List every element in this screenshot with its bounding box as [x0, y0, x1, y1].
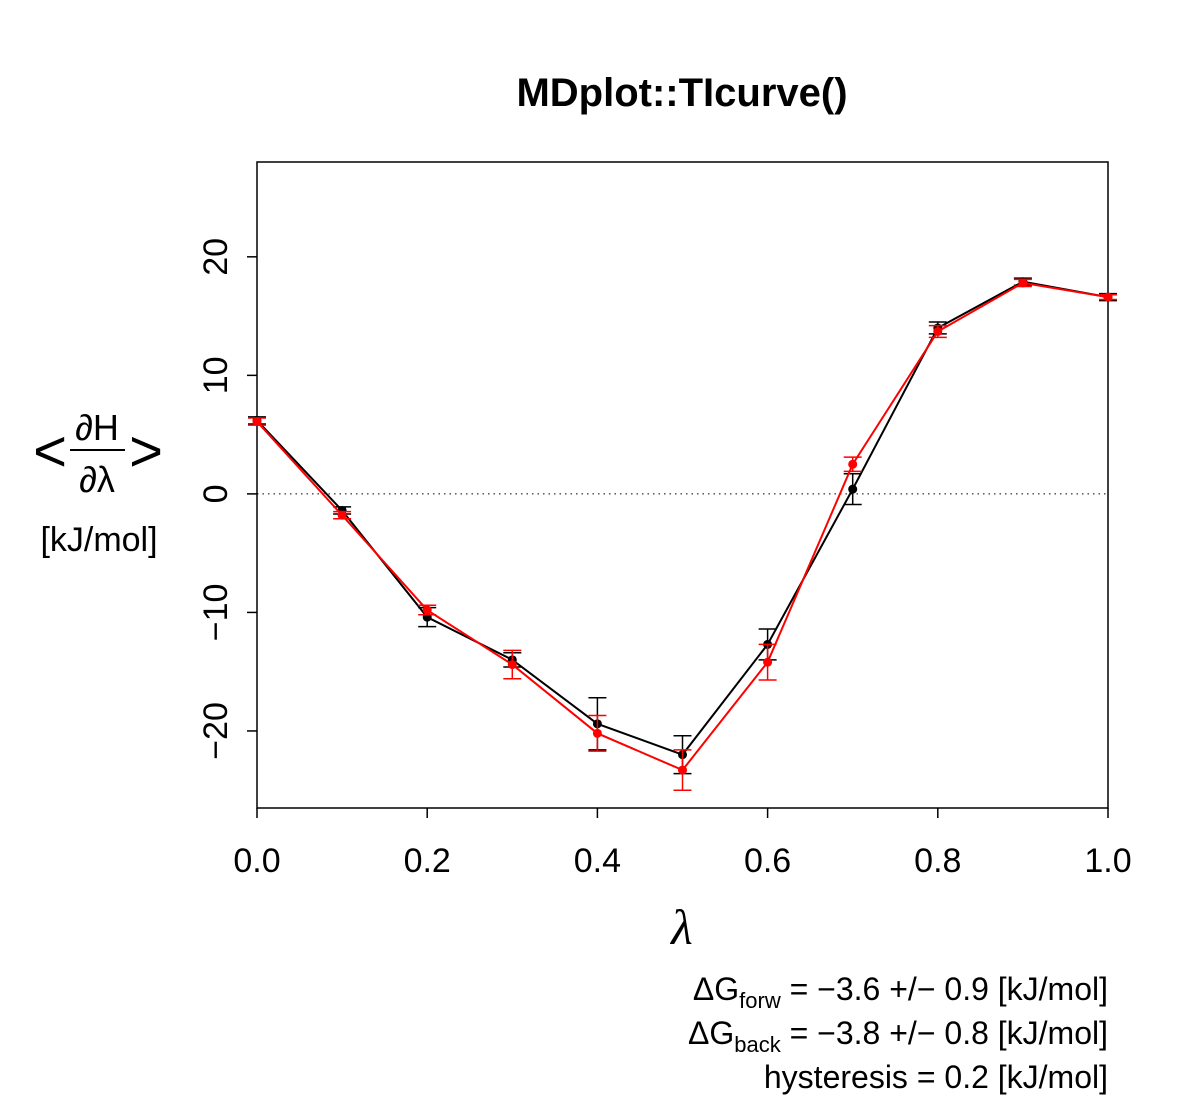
dg-forward-subscript: forw — [739, 988, 781, 1013]
data-point — [422, 605, 432, 615]
data-point — [1103, 292, 1113, 302]
y-tick-label: −10 — [197, 584, 235, 642]
x-tick-label: 0.4 — [574, 842, 621, 880]
dg-backward-symbol: ΔG — [688, 1015, 734, 1051]
x-axis-label: λ — [669, 899, 693, 955]
series-1 — [248, 278, 1117, 791]
y-axis: −20 −10 0 10 20 — [197, 238, 257, 760]
series-line — [256, 281, 1109, 772]
dg-backward-value: = −3.8 +/− 0.8 [kJ/mol] — [781, 1015, 1108, 1051]
data-point — [678, 765, 687, 775]
annotation-hysteresis: hysteresis = 0.2 [kJ/mol] — [764, 1059, 1108, 1095]
plot-frame — [256, 161, 1109, 809]
x-tick-label: 0.2 — [404, 842, 451, 880]
y-tick-label: −20 — [197, 702, 235, 760]
data-point — [848, 459, 858, 469]
series-layer — [248, 277, 1117, 791]
y-label-denominator: ∂λ — [79, 459, 115, 500]
y-tick-label: 0 — [197, 484, 235, 503]
data-point — [933, 327, 943, 337]
dg-forward-symbol: ΔG — [693, 971, 739, 1007]
annotation-dg-backward: ΔGback = −3.8 +/− 0.8 [kJ/mol] — [688, 1015, 1108, 1057]
y-tick-label: 20 — [197, 238, 235, 276]
y-label-close: > — [129, 419, 163, 484]
x-tick-label: 0.8 — [914, 842, 961, 880]
y-label-unit: [kJ/mol] — [40, 521, 157, 559]
x-tick-label: 1.0 — [1084, 842, 1131, 880]
series-0 — [248, 277, 1117, 775]
series-line — [256, 280, 1109, 756]
dg-forward-value: = −3.6 +/− 0.9 [kJ/mol] — [781, 971, 1108, 1007]
chart-title: MDplot::TIcurve() — [516, 71, 847, 115]
x-tick-label: 0.0 — [233, 842, 280, 880]
y-axis-label: < ∂H ∂λ > [kJ/mol] — [33, 407, 163, 559]
dg-backward-subscript: back — [734, 1032, 781, 1057]
y-label-numerator: ∂H — [75, 407, 119, 448]
x-axis: 0.0 0.2 0.4 0.6 0.8 1.0 — [233, 808, 1132, 880]
y-label-open: < — [33, 419, 67, 484]
data-point — [252, 417, 262, 427]
data-point — [848, 484, 858, 494]
annotation-dg-forward: ΔGforw = −3.6 +/− 0.9 [kJ/mol] — [693, 971, 1108, 1013]
y-tick-label: 10 — [197, 356, 235, 394]
data-point — [507, 660, 517, 670]
data-point — [337, 510, 347, 520]
data-point — [1018, 278, 1028, 288]
data-point — [763, 657, 773, 667]
x-tick-label: 0.6 — [744, 842, 791, 880]
data-point — [592, 728, 602, 738]
